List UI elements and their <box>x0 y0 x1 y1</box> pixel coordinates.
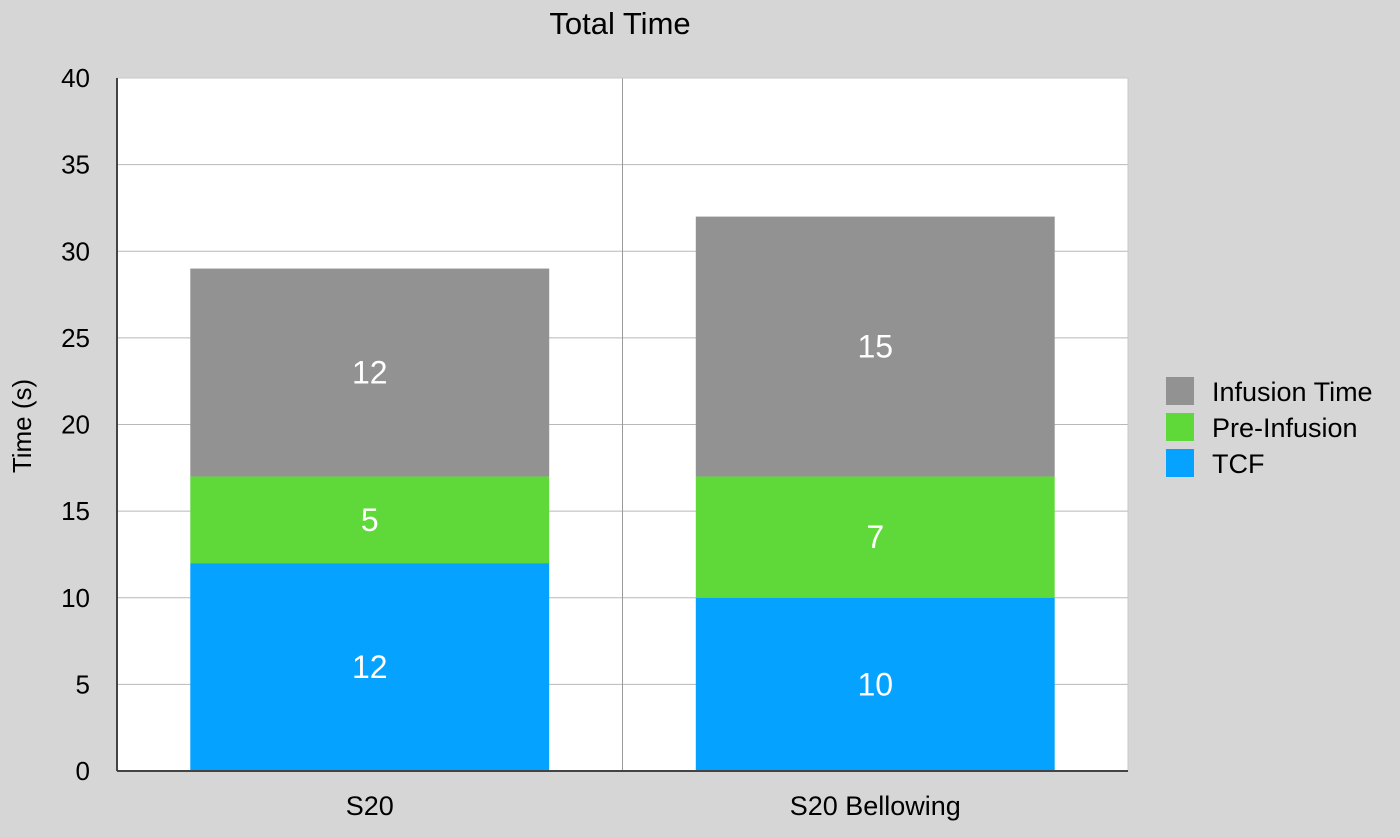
data-label: 10 <box>857 666 893 702</box>
y-tick-label: 25 <box>61 323 90 353</box>
data-label: 12 <box>352 649 388 685</box>
bar-segment <box>695 216 1055 477</box>
bar-segment <box>695 597 1055 771</box>
y-tick-label: 20 <box>61 410 90 440</box>
bar-segment <box>695 476 1055 598</box>
y-tick-label: 5 <box>76 669 90 699</box>
bar-segment <box>190 268 550 477</box>
y-tick-label: 0 <box>76 756 90 786</box>
plot-area: 12 5 12 S20 10 7 15 S20 Bellowing 0 5 10 15 20 25 30 35… <box>61 63 1129 821</box>
legend-label: Infusion Time <box>1212 377 1373 407</box>
legend-swatch <box>1166 449 1194 477</box>
legend-swatch <box>1166 413 1194 441</box>
y-tick-label: 10 <box>61 583 90 613</box>
y-axis-label: Time (s) <box>7 379 37 473</box>
legend: Infusion Time Pre-Infusion TCF <box>1166 377 1373 479</box>
bar-segment <box>190 563 550 771</box>
y-tick-label: 15 <box>61 496 90 526</box>
legend-label: TCF <box>1212 449 1264 479</box>
y-tick-label: 35 <box>61 150 90 180</box>
data-label: 12 <box>352 355 388 391</box>
y-tick-label: 30 <box>61 236 90 266</box>
x-tick-label: S20 Bellowing <box>790 791 961 821</box>
y-tick-label: 40 <box>61 63 90 93</box>
x-tick-label: S20 <box>346 791 394 821</box>
bar-segment <box>190 476 550 564</box>
legend-swatch <box>1166 377 1194 405</box>
data-label: 7 <box>866 519 884 555</box>
data-label: 15 <box>857 329 893 365</box>
legend-label: Pre-Infusion <box>1212 413 1358 443</box>
data-label: 5 <box>361 502 379 538</box>
chart-title: Total Time <box>549 6 690 41</box>
